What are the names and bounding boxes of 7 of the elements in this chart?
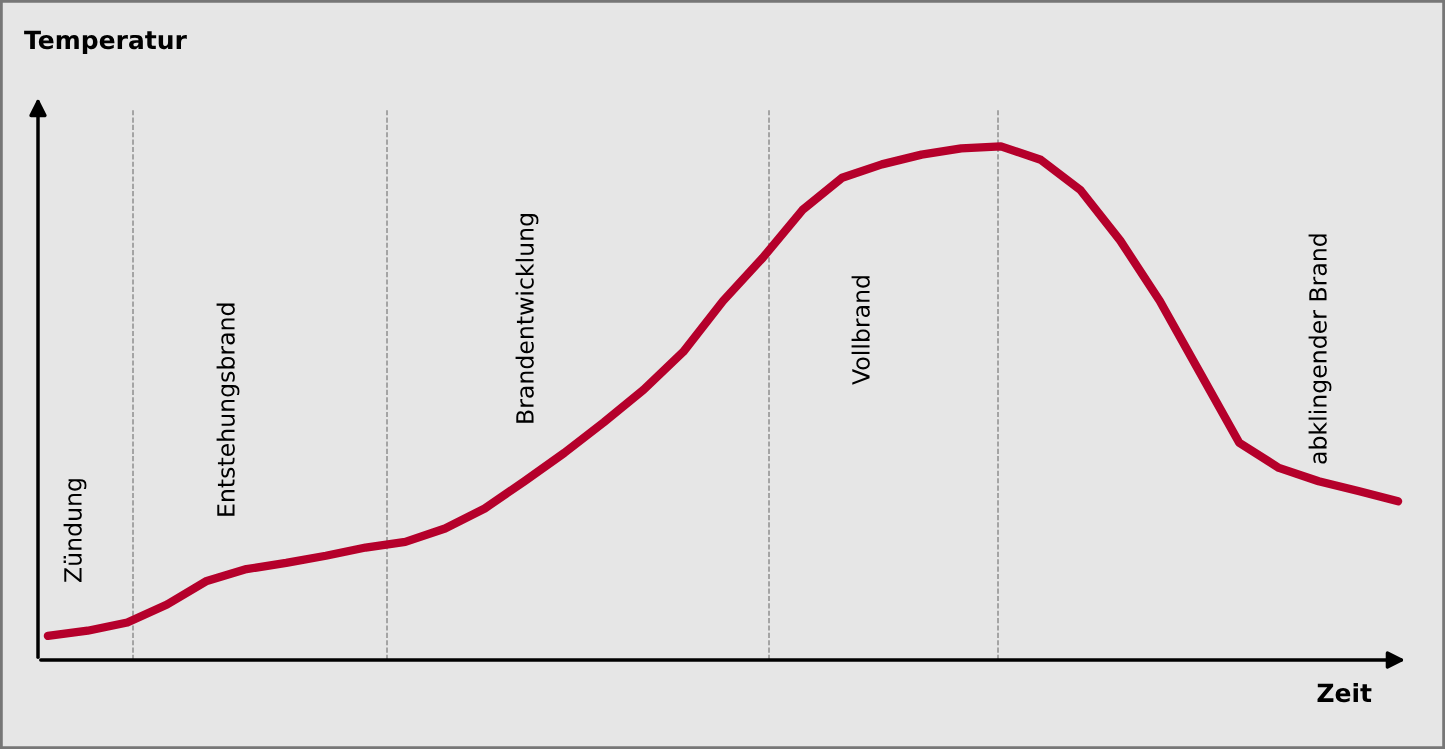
annotation: abklingender Brand xyxy=(1308,234,1332,464)
x-axis-title: Zeit xyxy=(1317,682,1372,703)
annotation: Entstehungsbrand xyxy=(216,303,240,516)
annotation: Brandentwicklung xyxy=(515,214,539,423)
y-axis-title: Temperatur xyxy=(24,30,187,55)
annotation: Vollbrand xyxy=(851,276,870,385)
annotation: Zündung xyxy=(63,479,87,582)
